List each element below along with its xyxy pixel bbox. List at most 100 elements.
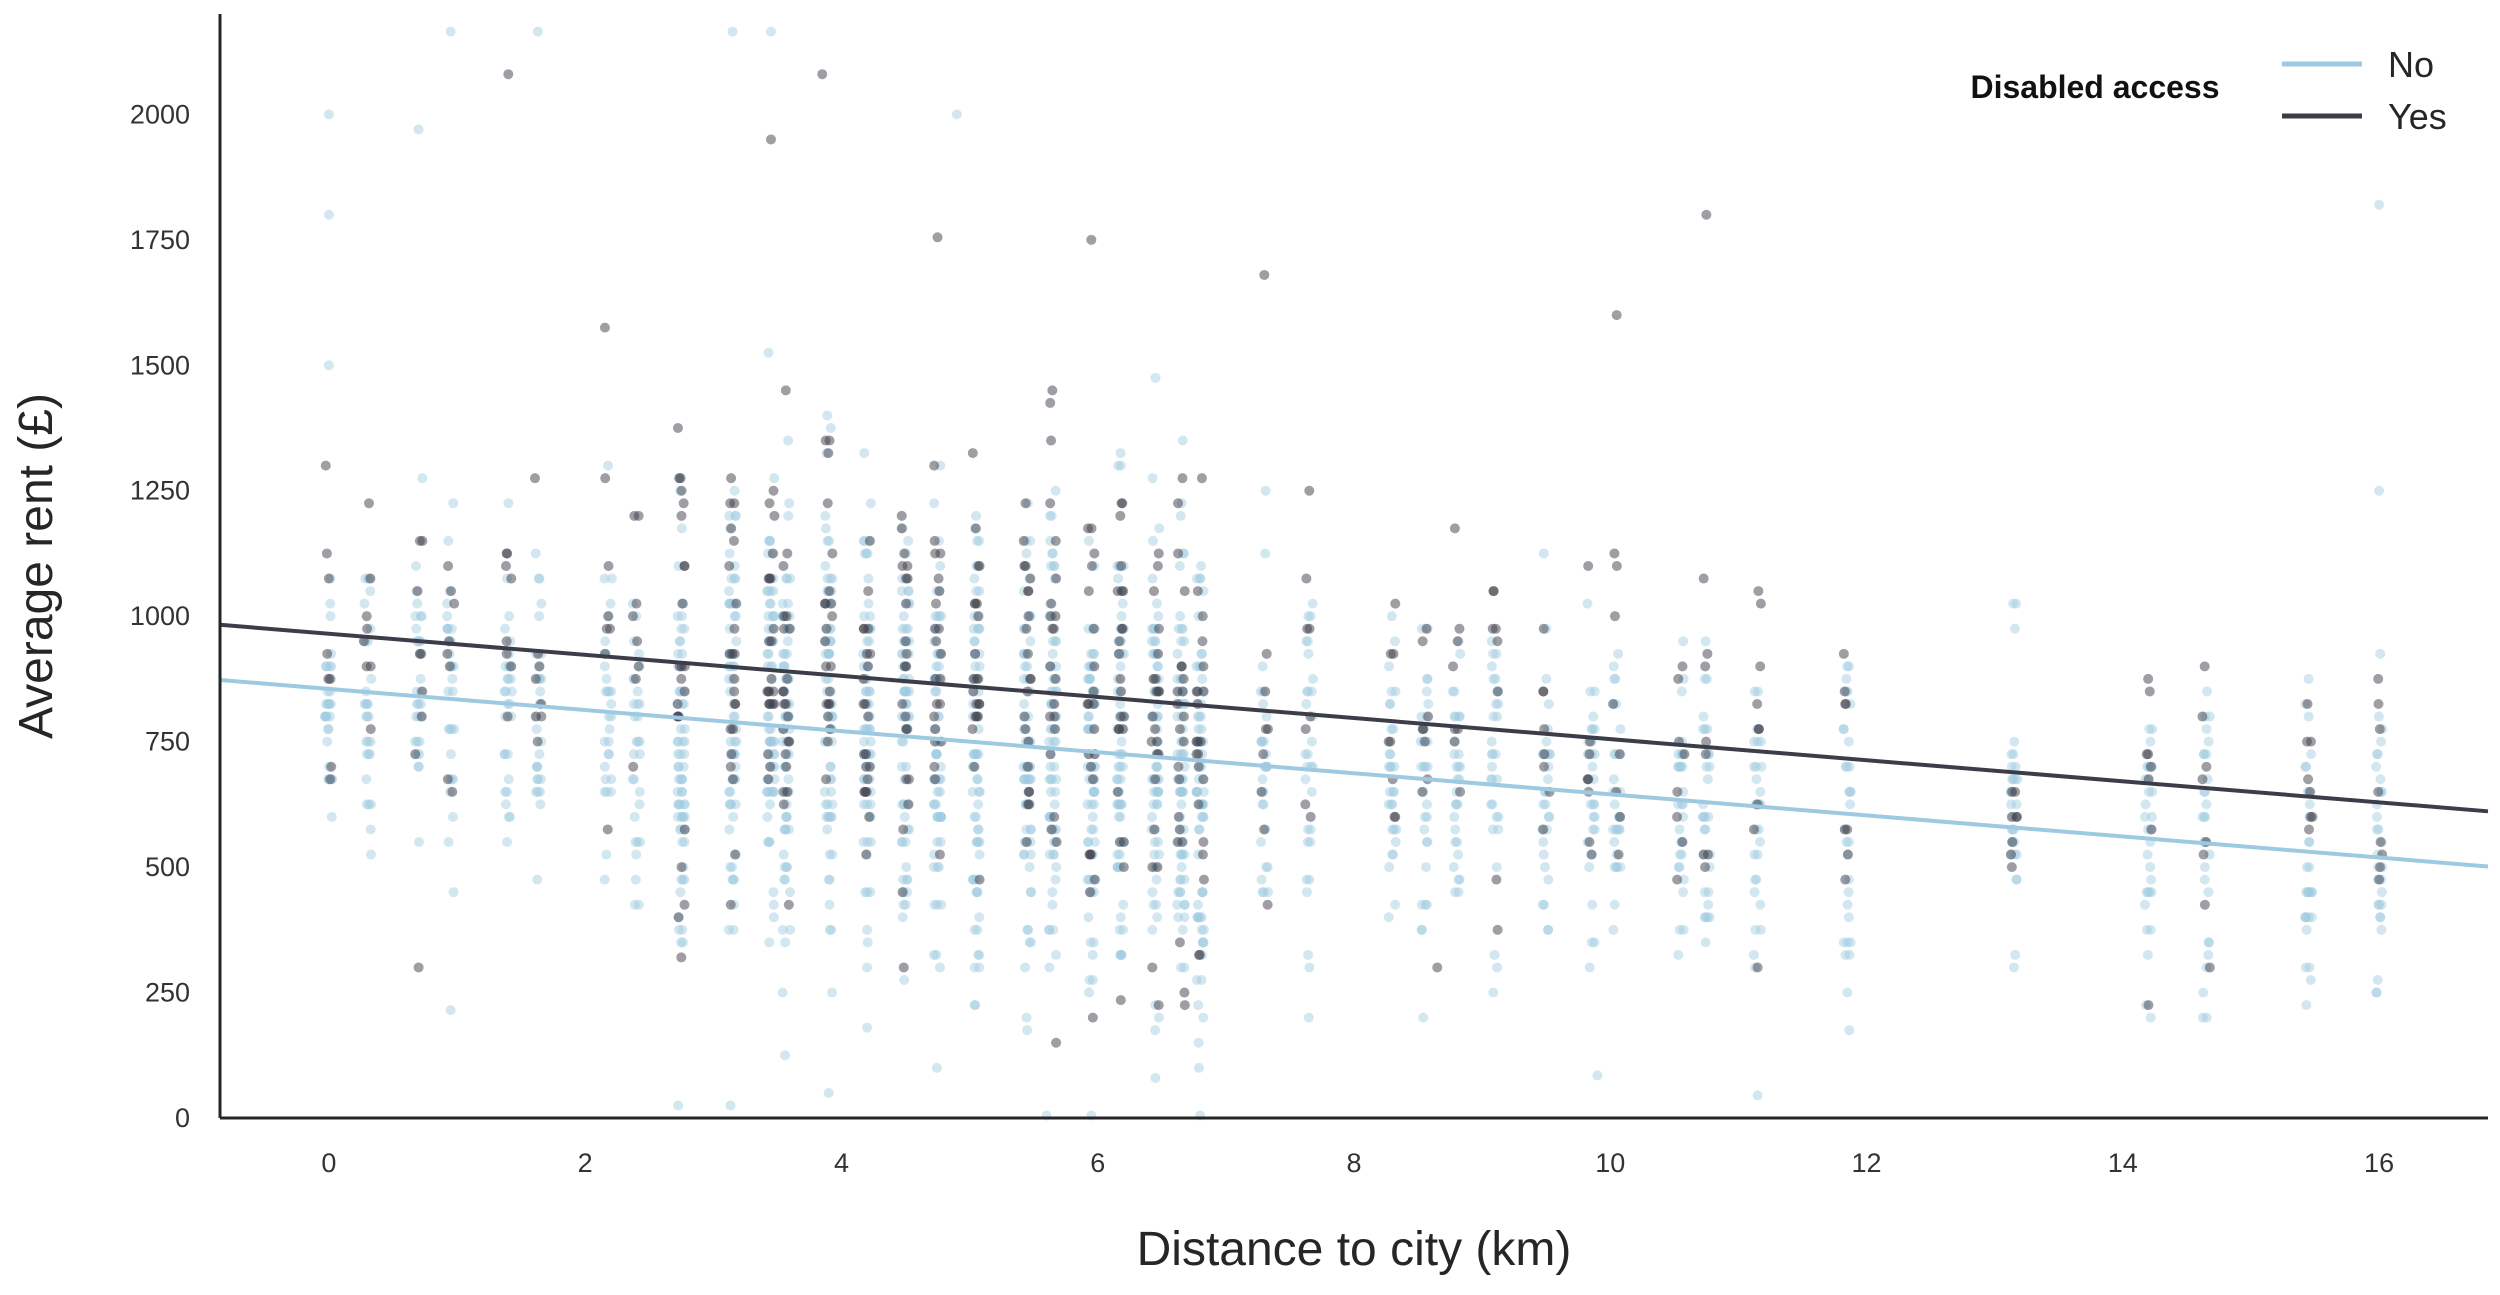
point-no <box>1116 949 1127 960</box>
point-no <box>1192 786 1203 797</box>
point-no <box>972 535 983 546</box>
point-yes <box>447 786 458 797</box>
point-no <box>1193 1062 1204 1073</box>
point-no <box>499 749 510 760</box>
point-no <box>1176 799 1187 810</box>
point-no <box>931 686 942 697</box>
point-no <box>1447 686 1458 697</box>
point-no <box>1019 699 1030 709</box>
point-no <box>1019 849 1030 860</box>
point-no <box>971 510 982 521</box>
point-no <box>1177 435 1188 446</box>
point-no <box>1388 724 1399 735</box>
point-no <box>325 598 336 609</box>
point-no <box>862 1022 873 1033</box>
point-yes <box>970 648 981 659</box>
point-no <box>1609 837 1620 847</box>
legend-label-yes: Yes <box>2388 96 2447 137</box>
point-yes <box>822 498 833 509</box>
point-yes <box>2373 786 2384 797</box>
point-no <box>1421 799 1432 810</box>
point-no <box>1047 887 1058 898</box>
point-yes <box>364 498 375 509</box>
point-yes <box>2374 724 2385 735</box>
point-no <box>363 799 374 810</box>
point-no <box>531 724 542 735</box>
point-no <box>1589 811 1600 822</box>
point-no <box>1304 962 1315 973</box>
point-yes <box>633 661 644 672</box>
point-no <box>673 799 684 810</box>
point-no <box>781 648 792 659</box>
point-yes <box>930 598 941 609</box>
point-no <box>632 686 643 697</box>
point-no <box>1018 774 1029 785</box>
point-yes <box>501 648 512 659</box>
point-no <box>769 611 780 622</box>
point-no <box>442 623 453 634</box>
point-yes <box>1388 648 1399 659</box>
point-no <box>1022 661 1033 672</box>
point-no <box>2303 887 2314 898</box>
point-no <box>532 26 543 37</box>
point-yes <box>413 962 424 973</box>
point-yes <box>531 711 542 722</box>
point-no <box>777 987 788 998</box>
point-yes <box>728 774 739 785</box>
point-yes <box>676 952 687 963</box>
point-no <box>974 786 985 797</box>
point-no <box>443 724 454 735</box>
point-no <box>1700 937 1711 948</box>
point-yes <box>1677 837 1688 847</box>
point-no <box>1303 1012 1314 1023</box>
point-no <box>362 699 373 709</box>
point-no <box>1195 573 1206 584</box>
point-no <box>1256 837 1267 847</box>
point-no <box>601 849 612 860</box>
point-no <box>899 975 910 985</box>
point-no <box>1421 837 1432 847</box>
point-no <box>1543 924 1554 935</box>
point-yes <box>973 611 984 622</box>
point-no <box>1756 761 1767 772</box>
point-no <box>824 648 835 659</box>
point-no <box>1026 887 1037 898</box>
point-no <box>1306 686 1317 697</box>
point-no <box>1538 799 1549 810</box>
regression-lines-layer <box>219 622 2489 869</box>
point-yes <box>1023 736 1034 747</box>
point-no <box>631 849 642 860</box>
point-no <box>1491 811 1502 822</box>
y-tick-label: 1000 <box>130 601 190 631</box>
point-no <box>865 837 876 847</box>
point-no <box>365 586 376 597</box>
point-no <box>502 837 513 847</box>
point-no <box>1608 924 1619 935</box>
point-no <box>532 786 543 797</box>
point-no <box>1486 799 1497 810</box>
point-yes <box>967 724 978 735</box>
point-yes <box>1089 661 1100 672</box>
point-no <box>1672 761 1683 772</box>
point-no <box>1303 949 1314 960</box>
point-no <box>764 598 775 609</box>
point-no <box>1673 949 1684 960</box>
point-no <box>501 786 512 797</box>
point-no <box>763 711 774 722</box>
point-no <box>822 824 833 835</box>
point-yes <box>599 322 610 333</box>
point-no <box>861 548 872 559</box>
point-no <box>970 661 981 672</box>
point-yes <box>530 673 541 684</box>
point-no <box>762 786 773 797</box>
point-no <box>2006 761 2017 772</box>
point-no <box>677 937 688 948</box>
point-no <box>634 736 645 747</box>
point-no <box>1421 899 1432 910</box>
point-no <box>1175 874 1186 885</box>
point-no <box>413 761 424 772</box>
point-no <box>1842 899 1853 910</box>
point-no <box>824 648 835 659</box>
point-no <box>1179 912 1190 923</box>
